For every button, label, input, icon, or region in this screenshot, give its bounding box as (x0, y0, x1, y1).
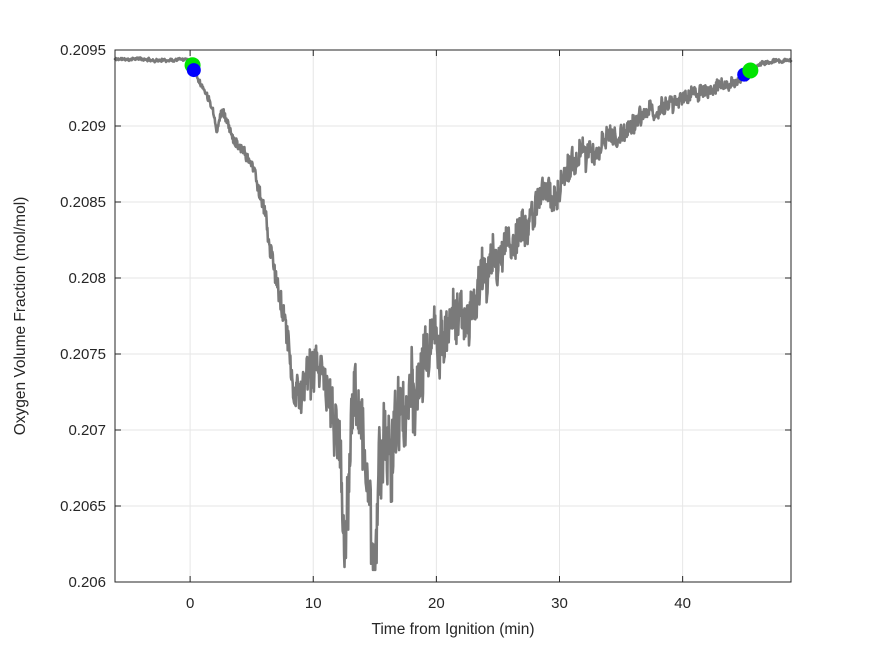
y-tick-label-0.2085: 0.2085 (60, 194, 106, 211)
y-tick-label-0.207: 0.207 (68, 422, 106, 439)
x-axis-title: Time from Ignition (min) (371, 621, 535, 638)
x-tick-label-10: 10 (305, 595, 322, 612)
plot-area (114, 49, 792, 583)
y-tick-label-0.206: 0.206 (68, 574, 106, 591)
y-tick-label-0.2065: 0.2065 (60, 498, 106, 515)
x-tick-label-30: 30 (551, 595, 568, 612)
y-tick-label-0.2095: 0.2095 (60, 42, 106, 59)
window-end-marker-green (742, 62, 759, 79)
x-tick-label-20: 20 (428, 595, 445, 612)
y-tick-label-0.2075: 0.2075 (60, 346, 106, 363)
x-tick-label-0: 0 (186, 595, 194, 612)
x-tick-label-40: 40 (674, 595, 691, 612)
y-tick-label-0.209: 0.209 (68, 118, 106, 135)
y-axis-title: Oxygen Volume Fraction (mol/mol) (12, 196, 29, 436)
y-tick-label-0.208: 0.208 (68, 270, 106, 287)
oxygen-volume-fraction-line (113, 56, 793, 572)
window-start-marker-blue (186, 63, 201, 78)
